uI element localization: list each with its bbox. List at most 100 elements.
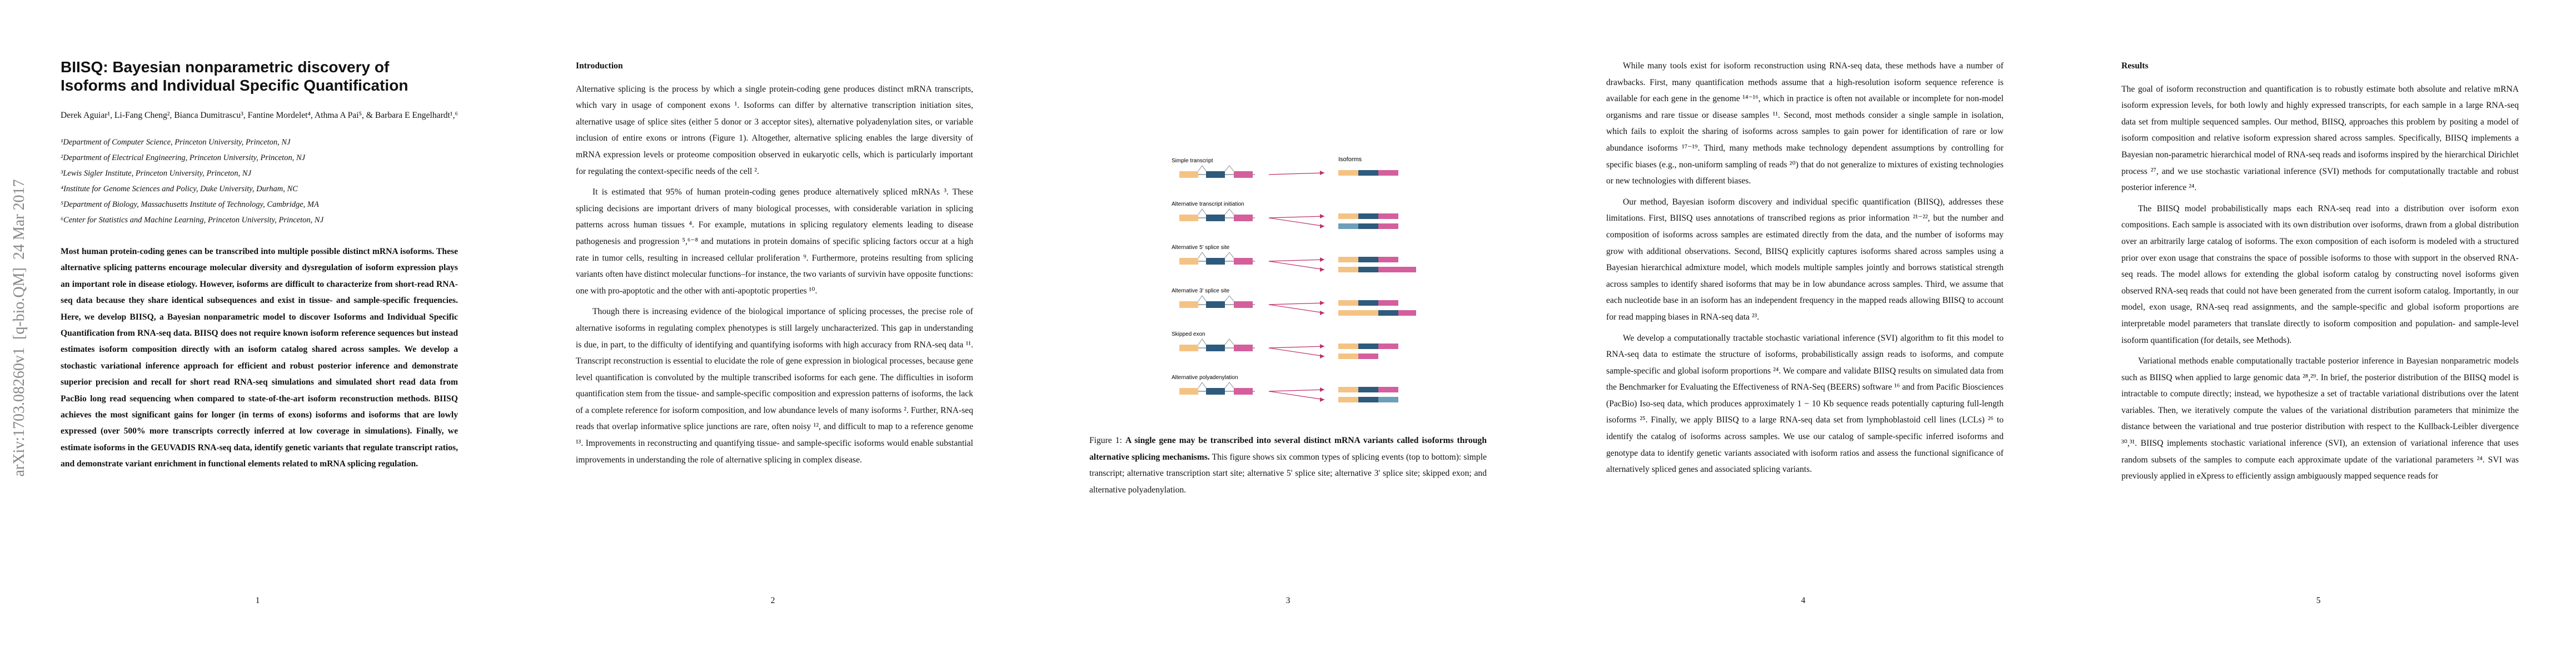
isoform-exon bbox=[1338, 170, 1358, 176]
arrow bbox=[1268, 347, 1325, 357]
isoform-exon bbox=[1358, 170, 1378, 176]
isoform-exon bbox=[1358, 344, 1378, 349]
authors: Derek Aguiar¹, Li-Fang Cheng², Bianca Du… bbox=[61, 111, 458, 120]
isoform-exon bbox=[1378, 257, 1398, 262]
exon bbox=[1206, 215, 1225, 221]
exon bbox=[1179, 215, 1198, 221]
exon bbox=[1206, 258, 1225, 265]
exon bbox=[1234, 258, 1253, 265]
exon bbox=[1179, 345, 1198, 351]
arrow-head bbox=[1320, 267, 1324, 272]
page-number: 5 bbox=[2316, 596, 2321, 605]
figure-label: Isoforms bbox=[1338, 156, 1362, 163]
section-heading: Introduction bbox=[576, 61, 623, 71]
exon bbox=[1206, 388, 1225, 395]
isoform-exon bbox=[1358, 223, 1378, 229]
abstract: Most human protein-coding genes can be t… bbox=[61, 247, 458, 469]
paragraphs: While many tools exist for isoform recon… bbox=[1606, 58, 2004, 478]
arrow-head bbox=[1320, 387, 1324, 392]
page: Introduction Alternative splicing is the… bbox=[515, 0, 1030, 667]
isoform-exon bbox=[1398, 267, 1416, 272]
isoform-exon bbox=[1338, 223, 1358, 229]
affiliation: ¹Department of Computer Science, Princet… bbox=[61, 138, 291, 147]
page: Isoforms Simple transcript Alternative tra… bbox=[1030, 0, 1546, 667]
exon bbox=[1206, 301, 1225, 308]
paper-title: BIISQ: Bayesian nonparametric discovery … bbox=[61, 58, 408, 94]
caption-text: This figure shows six common types of sp… bbox=[1089, 452, 1487, 495]
isoform-exon bbox=[1378, 344, 1398, 349]
splice-arc bbox=[1198, 165, 1234, 172]
isoform-exon bbox=[1378, 223, 1398, 229]
paragraph: The goal of isoform reconstruction and q… bbox=[2121, 84, 2519, 193]
isoform-exon bbox=[1338, 267, 1358, 272]
affiliations: ¹Department of Computer Science, Princet… bbox=[61, 135, 458, 228]
exon bbox=[1206, 345, 1225, 351]
page-number: 3 bbox=[1285, 596, 1291, 605]
arrow-head bbox=[1320, 301, 1324, 305]
arrow-head bbox=[1320, 224, 1324, 228]
arrow-head bbox=[1320, 354, 1324, 359]
isoform-exon bbox=[1398, 310, 1416, 316]
isoform-exon bbox=[1358, 310, 1378, 316]
text-column: Introduction Alternative splicing is the… bbox=[576, 58, 973, 472]
splice-arc bbox=[1198, 208, 1234, 215]
arrow bbox=[1268, 217, 1325, 227]
splice-arc bbox=[1198, 339, 1234, 345]
page: Results The goal of isoform reconstructi… bbox=[2061, 0, 2576, 667]
isoform-exon bbox=[1378, 300, 1398, 306]
text-column: Results The goal of isoform reconstructi… bbox=[2121, 58, 2519, 489]
isoform-exon bbox=[1378, 267, 1398, 272]
splice-arc bbox=[1198, 382, 1234, 389]
arrow bbox=[1268, 391, 1325, 400]
arrow bbox=[1268, 259, 1325, 262]
arrow bbox=[1268, 261, 1325, 270]
isoform-exon bbox=[1378, 170, 1398, 176]
isoform-exon bbox=[1378, 213, 1398, 219]
figure-label: Alternative polyadenylation bbox=[1172, 375, 1238, 381]
isoform-exon bbox=[1338, 344, 1358, 349]
exon bbox=[1179, 258, 1198, 265]
arrow bbox=[1268, 172, 1325, 175]
isoform-exon bbox=[1358, 257, 1378, 262]
isoform-exon bbox=[1378, 387, 1398, 392]
isoform-exon bbox=[1358, 354, 1378, 359]
splice-arc bbox=[1198, 252, 1234, 258]
figure-label: Simple transcript bbox=[1172, 158, 1213, 164]
isoform-exon bbox=[1378, 397, 1398, 402]
arxiv-stamp: arXiv:1703.08260v1 [q-bio.QM] 24 Mar 201… bbox=[11, 179, 28, 477]
arrow-head bbox=[1320, 311, 1324, 315]
arrow bbox=[1268, 346, 1325, 349]
isoform-exon bbox=[1358, 387, 1378, 392]
exon bbox=[1234, 215, 1253, 221]
exon bbox=[1234, 301, 1253, 308]
affiliation: ³Lewis Sigler Institute, Princeton Unive… bbox=[61, 169, 252, 178]
isoform-exon bbox=[1358, 300, 1378, 306]
page-number: 2 bbox=[770, 596, 775, 605]
text-column: BIISQ: Bayesian nonparametric discovery … bbox=[61, 58, 458, 472]
exon bbox=[1179, 301, 1198, 308]
arrow-head bbox=[1320, 344, 1324, 349]
splice-arc bbox=[1198, 295, 1234, 302]
paragraph: Variational methods enable computational… bbox=[2121, 356, 2519, 481]
exon bbox=[1179, 388, 1198, 395]
isoform-exon bbox=[1338, 397, 1358, 402]
page: arXiv:1703.08260v1 [q-bio.QM] 24 Mar 201… bbox=[0, 0, 515, 667]
arrow bbox=[1268, 302, 1325, 305]
isoform-exon bbox=[1338, 213, 1358, 219]
arrow-head bbox=[1320, 257, 1324, 262]
isoform-exon bbox=[1358, 397, 1378, 402]
paragraph: While many tools exist for isoform recon… bbox=[1606, 61, 2004, 186]
page-number: 4 bbox=[1801, 596, 1806, 605]
isoform-exon bbox=[1338, 300, 1358, 306]
isoform-exon bbox=[1338, 310, 1358, 316]
affiliation: ⁶Center for Statistics and Machine Learn… bbox=[61, 216, 324, 225]
paragraph: It is estimated that 95% of human protei… bbox=[576, 187, 973, 296]
figure-label: Alternative transcript initiation bbox=[1172, 201, 1244, 207]
paragraph: Alternative splicing is the process by w… bbox=[576, 84, 973, 176]
exon bbox=[1234, 345, 1253, 351]
page: While many tools exist for isoform recon… bbox=[1546, 0, 2061, 667]
exon bbox=[1206, 171, 1225, 178]
isoform-exon bbox=[1338, 354, 1358, 359]
figure-label: Alternative 3' splice site bbox=[1172, 288, 1230, 294]
paragraph: We develop a computationally tractable s… bbox=[1606, 333, 2004, 475]
